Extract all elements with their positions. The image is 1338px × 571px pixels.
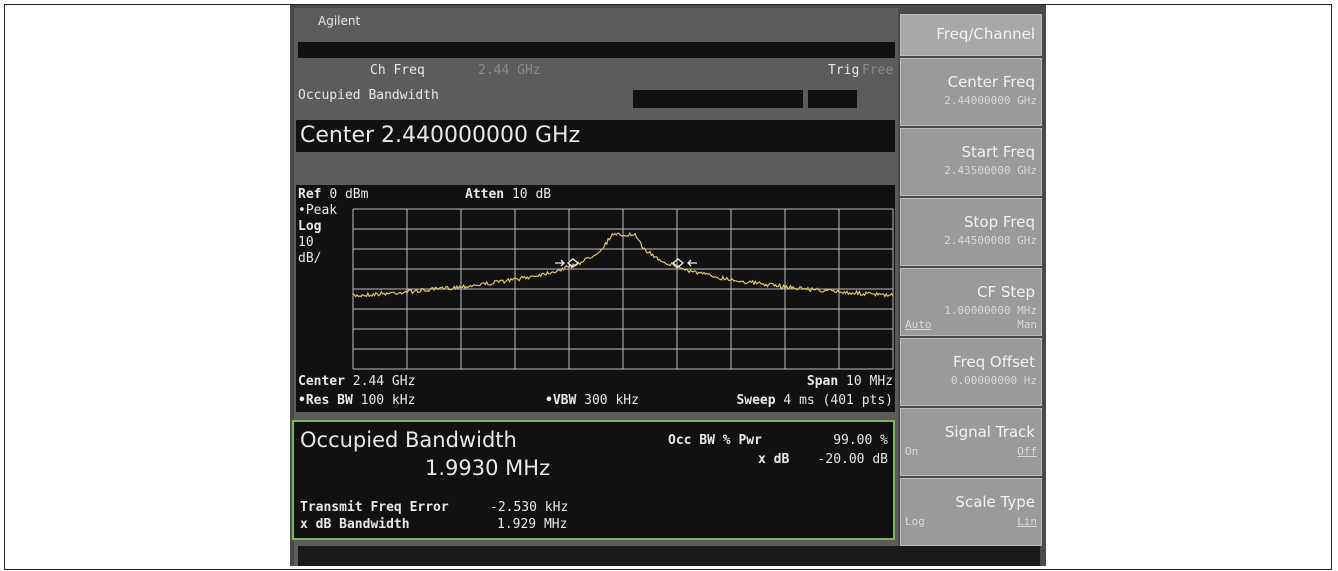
softkey[interactable]: Scale Type Log Lin xyxy=(900,478,1042,546)
softkey[interactable]: Freq Offset 0.00000000 Hz xyxy=(900,338,1042,406)
marker-arrow xyxy=(555,260,564,266)
softkey-label: Center Freq xyxy=(948,73,1035,91)
softkey-label: Scale Type xyxy=(955,493,1035,511)
sweep: Sweep 4 ms (401 pts) xyxy=(736,393,893,408)
softkey[interactable]: CF Step 1.00000000 MHz Auto Man xyxy=(900,268,1042,336)
scale-type: Log xyxy=(298,219,321,234)
freq-error-value: -2.530 kHz xyxy=(490,500,568,515)
measure-name: Occupied Bandwidth xyxy=(298,88,439,103)
freq-error-label: Transmit Freq Error xyxy=(300,500,449,515)
label: Span xyxy=(807,374,838,389)
softkey[interactable]: Start Freq 2.43500000 GHz xyxy=(900,128,1042,196)
marker-arrow xyxy=(688,260,697,266)
softkey-option: On xyxy=(905,445,918,458)
result-title: Occupied Bandwidth xyxy=(300,428,517,452)
value: 100 kHz xyxy=(361,393,416,408)
page: Agilent Ch Freq 2.44 GHz Trig Free Occup… xyxy=(0,0,1338,571)
xdb-bw-value: 1.929 MHz xyxy=(497,517,567,532)
softkey-option: Log xyxy=(905,515,925,528)
label: Sweep xyxy=(736,393,775,408)
softkey-label: Start Freq xyxy=(961,143,1035,161)
occ-pwr-label: Occ BW % Pwr xyxy=(668,433,762,448)
value: 10 dB xyxy=(512,187,551,202)
active-function: Center 2.440000000 GHz xyxy=(300,123,580,148)
status-bar xyxy=(298,42,895,58)
detector: •Peak xyxy=(298,203,337,218)
indicator-box xyxy=(633,90,803,108)
label: Ref xyxy=(298,187,321,202)
indicator-box xyxy=(808,90,857,108)
result-value: 1.9930 MHz xyxy=(425,456,550,480)
trig-value: Free xyxy=(862,63,893,78)
center-freq: Center 2.44 GHz xyxy=(298,374,415,389)
xdb-label: x dB xyxy=(758,452,789,467)
graticule xyxy=(352,208,894,370)
menu-title-text: Freq/Channel xyxy=(936,25,1035,43)
softkey-value: 2.44000000 GHz xyxy=(944,94,1037,107)
softkey-value: 2.44500000 GHz xyxy=(944,234,1037,247)
vbw: •VBW 300 kHz xyxy=(545,393,639,408)
softkey-label: Stop Freq xyxy=(964,213,1035,231)
softkey-option: Auto xyxy=(905,318,932,331)
value: 2.44 GHz xyxy=(353,374,416,389)
softkey-option: Man xyxy=(1017,318,1037,331)
value: 4 ms (401 pts) xyxy=(783,393,893,408)
softkey[interactable]: Center Freq 2.44000000 GHz xyxy=(900,58,1042,126)
softkey-label: CF Step xyxy=(977,283,1035,301)
ref-level: Ref 0 dBm xyxy=(298,187,368,202)
label: Center xyxy=(298,374,345,389)
xdb-value: -20.00 dB xyxy=(818,452,888,467)
atten: Atten 10 dB xyxy=(465,187,551,202)
occ-pwr-value: 99.00 % xyxy=(833,433,888,448)
softkey-label: Signal Track xyxy=(945,423,1035,441)
ch-freq-label: Ch Freq xyxy=(370,63,425,78)
softkey-value: 1.00000000 MHz xyxy=(944,304,1037,317)
label: •Res BW xyxy=(298,393,353,408)
label: •VBW xyxy=(545,393,576,408)
value: 10 MHz xyxy=(846,374,893,389)
span: Span 10 MHz xyxy=(807,374,893,389)
softkey[interactable]: Signal Track On Off xyxy=(900,408,1042,476)
softkey-option: Off xyxy=(1017,445,1037,458)
softkey-value: 0.00000000 Hz xyxy=(951,374,1037,387)
label: Atten xyxy=(465,187,504,202)
value: 0 dBm xyxy=(329,187,368,202)
softkey-value: 2.43500000 GHz xyxy=(944,164,1037,177)
scale-div: 10 xyxy=(298,235,314,250)
menu-title: Freq/Channel xyxy=(900,14,1042,56)
softkey[interactable]: Stop Freq 2.44500000 GHz xyxy=(900,198,1042,266)
res-bw: •Res BW 100 kHz xyxy=(298,393,415,408)
ch-freq-value: 2.44 GHz xyxy=(478,63,541,78)
softkey-label: Freq Offset xyxy=(953,353,1035,371)
xdb-bw-label: x dB Bandwidth xyxy=(300,517,410,532)
trig-label: Trig xyxy=(828,63,859,78)
bottom-bar xyxy=(298,546,1040,566)
softkey-option: Lin xyxy=(1017,515,1037,528)
brand: Agilent xyxy=(318,14,360,28)
value: 300 kHz xyxy=(584,393,639,408)
scale-unit: dB/ xyxy=(298,251,321,266)
